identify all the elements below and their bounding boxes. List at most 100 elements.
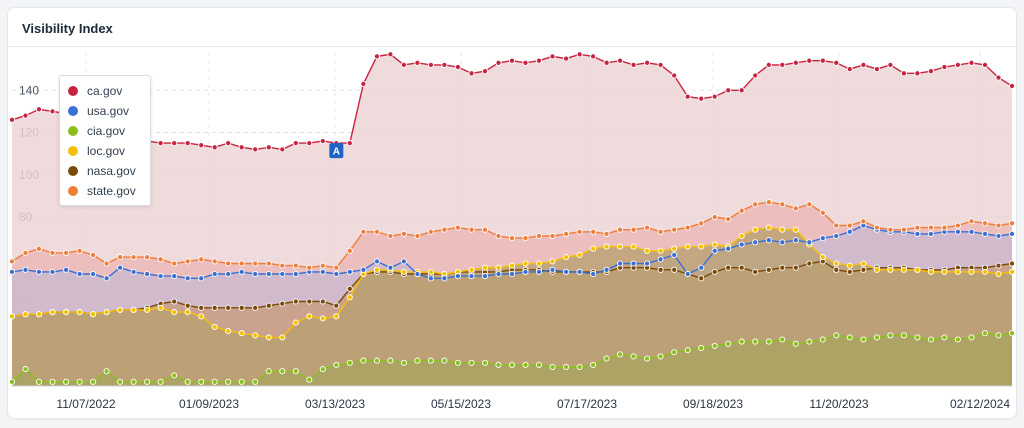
point-loc-gov: [792, 226, 799, 233]
point-loc-gov: [563, 254, 570, 261]
point-state-gov: [333, 264, 340, 271]
point-ca-gov: [738, 87, 745, 94]
legend-item-loc-gov[interactable]: loc.gov: [60, 141, 150, 161]
point-usa-gov: [279, 270, 286, 278]
point-loc-gov: [157, 304, 164, 311]
point-nasa-gov: [738, 264, 745, 271]
point-ca-gov: [617, 57, 624, 64]
point-ca-gov: [873, 66, 880, 73]
legend-item-nasa-gov[interactable]: nasa.gov: [60, 161, 150, 181]
point-ca-gov: [373, 53, 380, 60]
point-cia-gov: [90, 378, 97, 385]
legend-dot: [68, 146, 78, 156]
point-cia-gov: [306, 376, 313, 383]
x-tick-label: 07/17/2023: [557, 397, 617, 411]
x-tick-label: 02/12/2024: [950, 397, 1010, 411]
point-cia-gov: [954, 336, 961, 343]
point-state-gov: [914, 224, 921, 231]
point-ca-gov: [441, 61, 448, 68]
legend-label: nasa.gov: [87, 164, 136, 178]
x-tick-label: 05/15/2023: [431, 397, 491, 411]
x-tick-label: 11/20/2023: [809, 397, 868, 411]
point-usa-gov: [117, 264, 124, 271]
point-cia-gov: [698, 344, 705, 352]
point-loc-gov: [8, 313, 16, 320]
point-usa-gov: [63, 266, 70, 273]
chart-legend: ca.gov usa.gov cia.gov loc.gov nasa.gov state…: [59, 75, 151, 206]
point-state-gov: [171, 260, 178, 267]
area-cia-gov: [12, 333, 1012, 386]
legend-item-cia-gov[interactable]: cia.gov: [60, 121, 150, 141]
point-usa-gov: [76, 270, 83, 278]
point-ca-gov: [387, 51, 394, 58]
point-state-gov: [522, 235, 529, 242]
point-usa-gov: [198, 275, 205, 282]
point-loc-gov: [819, 254, 826, 261]
point-loc-gov: [22, 311, 29, 318]
point-ca-gov: [400, 61, 407, 68]
point-state-gov: [346, 247, 353, 254]
point-state-gov: [603, 230, 610, 237]
point-loc-gov: [346, 294, 353, 301]
point-ca-gov: [454, 63, 461, 71]
point-ca-gov: [495, 59, 502, 66]
point-loc-gov: [292, 319, 299, 326]
point-state-gov: [414, 232, 421, 240]
point-state-gov: [995, 222, 1002, 229]
point-cia-gov: [117, 378, 124, 385]
point-state-gov: [860, 218, 867, 225]
legend-label: loc.gov: [87, 144, 126, 158]
point-ca-gov: [590, 53, 597, 60]
point-state-gov: [8, 258, 16, 265]
point-usa-gov: [711, 247, 718, 254]
point-ca-gov: [265, 144, 272, 151]
point-cia-gov: [198, 378, 205, 385]
point-usa-gov: [508, 270, 516, 278]
point-loc-gov: [995, 270, 1002, 278]
point-usa-gov: [779, 239, 786, 246]
point-usa-gov: [265, 270, 272, 278]
point-ca-gov: [981, 61, 989, 68]
point-nasa-gov: [860, 266, 867, 273]
point-ca-gov: [941, 63, 948, 71]
point-ca-gov: [171, 140, 178, 147]
point-nasa-gov: [846, 268, 853, 275]
legend-label: usa.gov: [87, 104, 130, 118]
point-cia-gov: [576, 363, 583, 371]
point-state-gov: [373, 228, 380, 235]
point-cia-gov: [914, 334, 921, 341]
point-ca-gov: [427, 61, 434, 68]
point-state-gov: [360, 228, 367, 235]
point-cia-gov: [8, 378, 16, 385]
point-state-gov: [279, 262, 286, 269]
point-cia-gov: [657, 353, 664, 360]
point-ca-gov: [927, 68, 934, 75]
point-cia-gov: [103, 368, 110, 375]
point-usa-gov: [927, 230, 934, 237]
point-nasa-gov: [238, 304, 245, 311]
point-cia-gov: [603, 355, 610, 362]
point-loc-gov: [184, 309, 191, 316]
point-usa-gov: [157, 273, 164, 280]
point-state-gov: [779, 201, 786, 208]
point-usa-gov: [819, 235, 826, 242]
point-usa-gov: [454, 273, 461, 280]
point-ca-gov: [630, 61, 637, 68]
point-state-gov: [671, 226, 678, 233]
point-ca-gov: [887, 61, 894, 68]
point-usa-gov: [333, 270, 340, 278]
legend-item-ca-gov[interactable]: ca.gov: [60, 81, 150, 101]
point-ca-gov: [508, 57, 516, 64]
point-ca-gov: [860, 61, 867, 68]
legend-item-usa-gov[interactable]: usa.gov: [60, 101, 150, 121]
legend-item-state-gov[interactable]: state.gov: [60, 181, 150, 201]
point-ca-gov: [319, 137, 326, 145]
legend-dot: [68, 186, 78, 196]
point-ca-gov: [644, 59, 651, 66]
point-nasa-gov: [252, 304, 259, 311]
point-loc-gov: [765, 224, 772, 231]
y-tick-label: 140: [19, 83, 39, 97]
point-usa-gov: [914, 230, 921, 237]
point-usa-gov: [441, 275, 448, 282]
point-cia-gov: [346, 359, 353, 366]
